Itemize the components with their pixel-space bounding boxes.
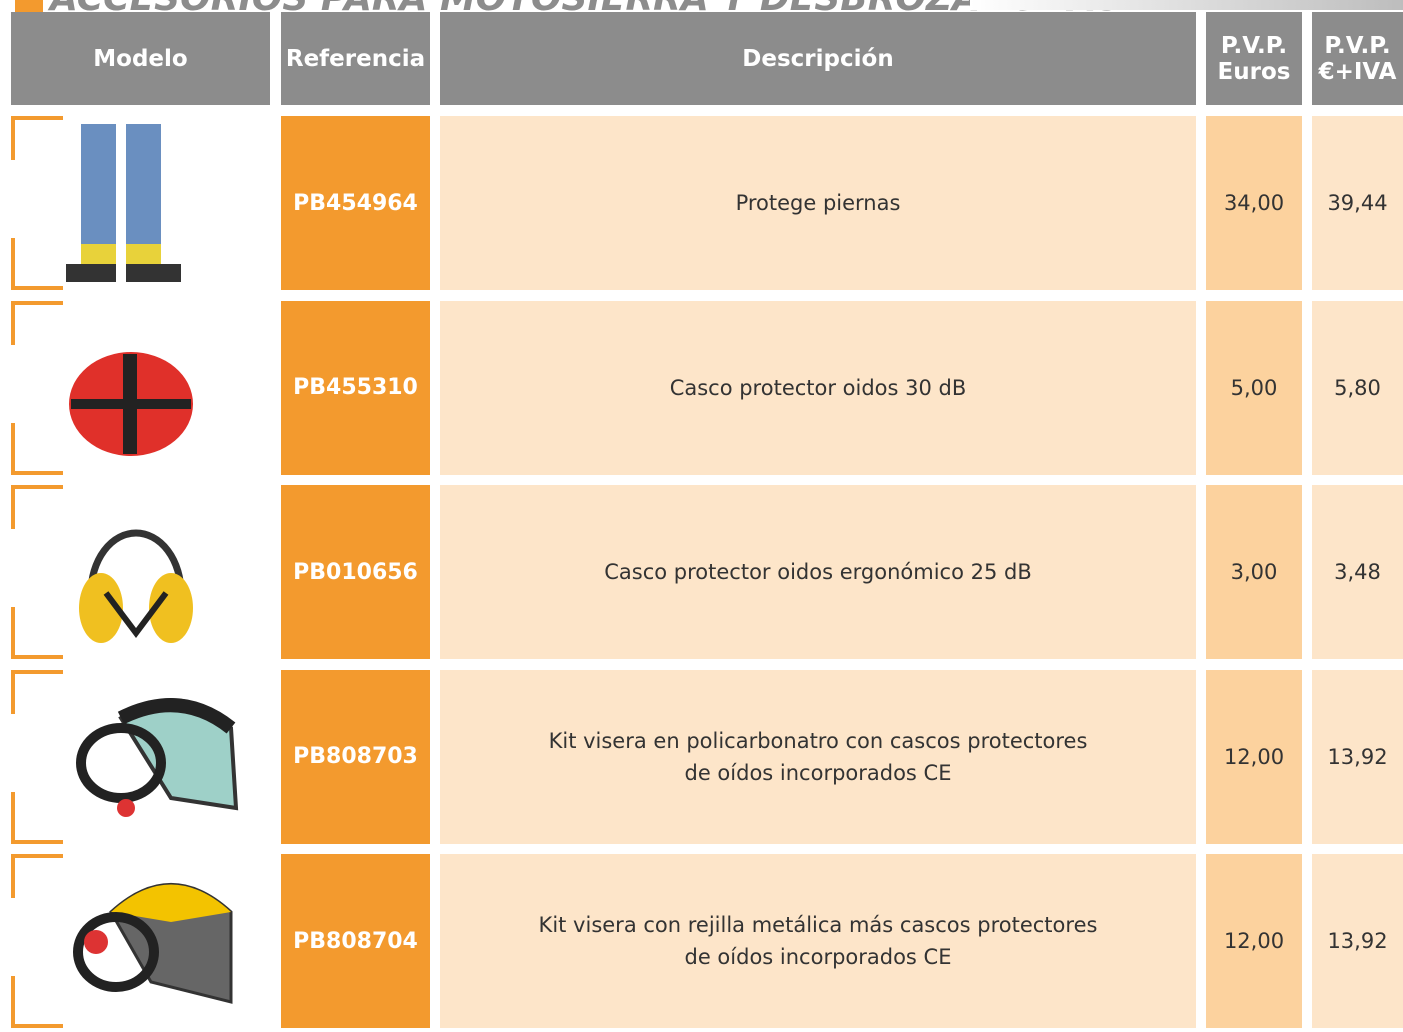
reference-cell: PB455310 bbox=[281, 300, 430, 475]
price-cell: 12,00 bbox=[1206, 669, 1302, 844]
description-line: de oídos incorporados CE bbox=[684, 760, 952, 785]
price: 12,00 bbox=[1223, 744, 1285, 769]
title-marker bbox=[15, 0, 43, 12]
column-header: Descripción bbox=[440, 12, 1196, 105]
price-cell: 34,00 bbox=[1206, 116, 1302, 290]
price: 12,00 bbox=[1223, 929, 1285, 953]
price-vat: 3,48 bbox=[1334, 560, 1381, 584]
description-cell: Kit visera en policarbonatro con cascos … bbox=[440, 669, 1196, 844]
model-cell bbox=[11, 485, 270, 659]
product-image bbox=[11, 116, 181, 290]
reference: PB454964 bbox=[293, 190, 418, 216]
product-image bbox=[11, 300, 193, 475]
model-cell bbox=[11, 300, 270, 475]
reference: PB808704 bbox=[293, 928, 418, 954]
price-vat: 39,44 bbox=[1327, 191, 1388, 215]
description-cell: Protege piernas bbox=[440, 116, 1196, 290]
header-line: €+IVA bbox=[1318, 58, 1397, 85]
header-line: P.V.P. bbox=[1220, 32, 1288, 59]
description-line: de oídos incorporados CE bbox=[684, 945, 952, 969]
header-line: Euros bbox=[1217, 58, 1291, 85]
price-vat: 13,92 bbox=[1327, 929, 1388, 953]
title-rule bbox=[970, 0, 1403, 10]
model-cell bbox=[11, 669, 270, 844]
description-line: Protege piernas bbox=[735, 191, 901, 215]
model-cell bbox=[11, 116, 270, 290]
reference-cell: PB010656 bbox=[281, 485, 430, 659]
reference-cell: PB454964 bbox=[281, 116, 430, 290]
description-cell: Casco protector oidos 30 dB bbox=[440, 300, 1196, 475]
price-vat-cell: 13,92 bbox=[1312, 669, 1403, 844]
reference-cell: PB808703 bbox=[281, 669, 430, 844]
price-vat-cell: 39,44 bbox=[1312, 116, 1403, 290]
price-cell: 3,00 bbox=[1206, 485, 1302, 659]
header-text: Referencia bbox=[285, 45, 426, 72]
price-vat: 13,92 bbox=[1327, 744, 1388, 769]
column-header: P.V.P. Euros bbox=[1206, 12, 1302, 105]
price-cell: 5,00 bbox=[1206, 300, 1302, 475]
price-vat: 5,80 bbox=[1334, 375, 1381, 400]
price: 34,00 bbox=[1223, 191, 1285, 215]
model-cell bbox=[11, 854, 270, 1028]
header-text: Modelo bbox=[93, 45, 188, 72]
description-line: Kit visera con rejilla metálica más casc… bbox=[538, 913, 1098, 937]
reference: PB455310 bbox=[293, 375, 418, 400]
header-text: Descripción bbox=[742, 45, 894, 72]
price: 5,00 bbox=[1230, 375, 1278, 400]
product-image bbox=[11, 669, 239, 844]
description-cell: Kit visera con rejilla metálica más casc… bbox=[440, 854, 1196, 1028]
header-line: P.V.P. bbox=[1324, 32, 1391, 59]
price-cell: 12,00 bbox=[1206, 854, 1302, 1028]
reference: PB010656 bbox=[293, 559, 418, 585]
price: 3,00 bbox=[1230, 560, 1278, 584]
column-header: P.V.P. €+IVA bbox=[1312, 12, 1403, 105]
product-image bbox=[11, 485, 193, 659]
reference-cell: PB808704 bbox=[281, 854, 430, 1028]
column-header: Modelo bbox=[11, 12, 270, 105]
price-vat-cell: 13,92 bbox=[1312, 854, 1403, 1028]
reference: PB808703 bbox=[293, 744, 418, 769]
description-line: Casco protector oidos ergonómico 25 dB bbox=[604, 560, 1032, 584]
description-line: Casco protector oidos 30 dB bbox=[669, 375, 967, 400]
description-line: Kit visera en policarbonatro con cascos … bbox=[548, 728, 1088, 753]
price-vat-cell: 3,48 bbox=[1312, 485, 1403, 659]
description-cell: Casco protector oidos ergonómico 25 dB bbox=[440, 485, 1196, 659]
column-header: Referencia bbox=[281, 12, 430, 105]
price-vat-cell: 5,80 bbox=[1312, 300, 1403, 475]
product-image bbox=[11, 854, 233, 1028]
